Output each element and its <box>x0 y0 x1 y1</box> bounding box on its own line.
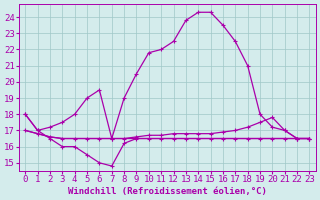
X-axis label: Windchill (Refroidissement éolien,°C): Windchill (Refroidissement éolien,°C) <box>68 187 267 196</box>
